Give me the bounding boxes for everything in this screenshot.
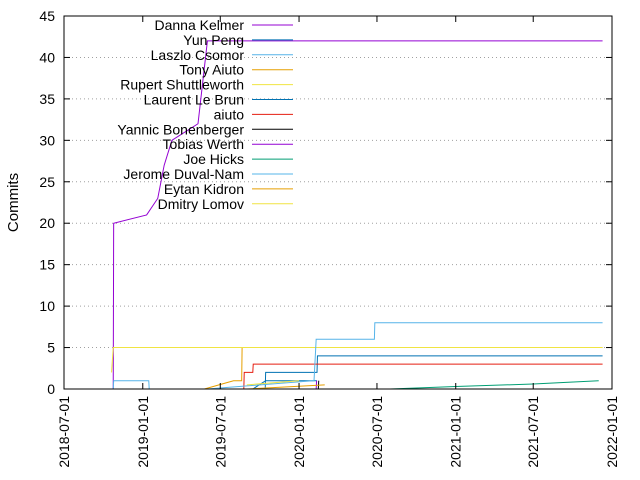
x-tick-label-2021-07-01: 2021-07-01 xyxy=(525,396,541,468)
legend-label-1: Danna Kelmer xyxy=(155,17,245,33)
axis-ticks: 0 5 10 15 20 25 30 35 40 45 2018-07-01 2019-01-01 20… xyxy=(39,8,620,468)
series-line-11 xyxy=(207,322,603,390)
y-tick-label-20: 20 xyxy=(39,215,55,231)
x-tick-label-2019-07-01: 2019-07-01 xyxy=(212,396,228,468)
y-tick-label-35: 35 xyxy=(39,91,55,107)
y-tick-label-0: 0 xyxy=(47,381,55,397)
legend-label-13: Dmitry Lomov xyxy=(158,196,244,212)
y-tick-label-15: 15 xyxy=(39,257,55,273)
series-line-13 xyxy=(246,380,300,386)
legend-label-11: Jerome Duval-Nam xyxy=(123,166,244,182)
x-tick-label-2021-01-01: 2021-01-01 xyxy=(448,396,464,468)
x-tick-label-2019-01-01: 2019-01-01 xyxy=(135,396,151,468)
series-line-12 xyxy=(246,384,325,390)
y-tick-label-40: 40 xyxy=(39,49,55,65)
series-line-6 xyxy=(252,380,318,390)
x-tick-label-2020-01-01: 2020-01-01 xyxy=(291,396,307,468)
plot-frame xyxy=(63,15,613,390)
y-tick-label-45: 45 xyxy=(39,8,55,24)
series-line-7 xyxy=(243,363,603,390)
series-line-2 xyxy=(264,355,603,390)
legend-label-12: Eytan Kidron xyxy=(164,181,244,197)
series-line-1 xyxy=(112,40,603,390)
legend-label-3: Laszlo Csomor xyxy=(151,47,245,63)
series-line-5 xyxy=(111,347,603,373)
legend-label-7: aiuto xyxy=(214,106,245,122)
series-line-3 xyxy=(112,380,150,390)
y-tick-label-25: 25 xyxy=(39,174,55,190)
series-lines xyxy=(111,40,603,390)
legend-label-2: Yun Peng xyxy=(183,32,244,48)
y-axis-label: Commits xyxy=(5,173,22,232)
y-tick-label-10: 10 xyxy=(39,298,55,314)
x-tick-label-2020-07-01: 2020-07-01 xyxy=(369,396,385,468)
series-line-10 xyxy=(390,380,599,390)
legend-label-8: Yannic Bonenberger xyxy=(117,121,244,137)
legend-label-6: Laurent Le Brun xyxy=(144,92,244,108)
legend-label-4: Tony Aiuto xyxy=(179,62,244,78)
y-tick-label-30: 30 xyxy=(39,132,55,148)
legend-label-10: Joe Hicks xyxy=(183,151,244,167)
legend-label-9: Tobias Werth xyxy=(163,136,244,152)
y-tick-label-5: 5 xyxy=(47,340,55,356)
x-tick-label-2022-01-01: 2022-01-01 xyxy=(604,396,620,468)
x-tick-label-2018-07-01: 2018-07-01 xyxy=(56,396,72,468)
legend-label-5: Rupert Shuttleworth xyxy=(120,77,244,93)
series-line-4 xyxy=(204,347,603,390)
